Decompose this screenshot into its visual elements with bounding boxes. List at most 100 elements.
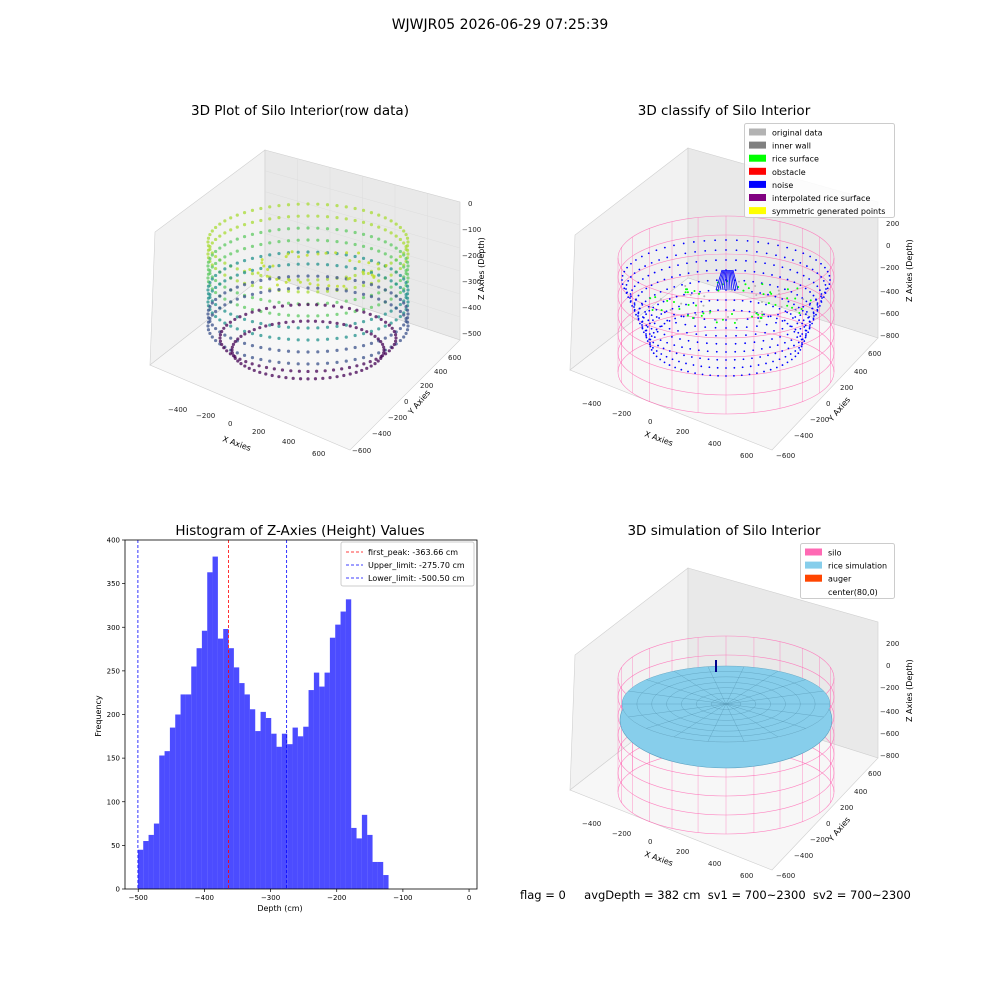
classify-noise-point xyxy=(790,339,793,341)
raw-point xyxy=(264,365,269,370)
raw-point xyxy=(323,303,327,307)
rice-surface-mesh xyxy=(646,679,727,705)
raw-point xyxy=(277,228,281,232)
classify-noise-point xyxy=(692,302,695,304)
raw-point xyxy=(389,255,393,259)
raw-point xyxy=(344,217,348,221)
histogram-xtick-label: −500 xyxy=(129,894,148,902)
classify-noise-point xyxy=(668,320,671,322)
classify-noise-point xyxy=(675,254,677,257)
raw-point xyxy=(235,267,239,271)
raw-point xyxy=(377,267,381,271)
classify-surface-point xyxy=(761,301,763,303)
raw-point xyxy=(250,331,255,336)
classify-surface-point xyxy=(659,298,662,301)
raw-point xyxy=(406,324,410,328)
raw-point xyxy=(220,342,224,347)
classify-noise-point xyxy=(775,254,777,257)
raw-point xyxy=(268,241,272,245)
classify-noise-point xyxy=(695,260,698,263)
raw-point xyxy=(242,305,247,309)
classify-noise-point xyxy=(645,313,648,316)
classify-noise-point xyxy=(659,358,662,361)
classify-noise-point xyxy=(763,370,765,373)
classify-legend-swatch xyxy=(749,207,766,215)
classify-noise-point xyxy=(797,331,800,334)
raw-point xyxy=(325,337,330,341)
classify-surface-point xyxy=(731,313,733,315)
raw-point xyxy=(353,254,357,259)
classify-noise-point xyxy=(779,276,781,278)
histogram-chart: −500 −400 −300 −200 −100 0 0 50 100 150 200 250 300… xyxy=(94,537,478,913)
raw-point xyxy=(357,260,361,264)
classify-xtick: −400 xyxy=(582,400,601,408)
histogram-xtick-label: −200 xyxy=(327,894,346,902)
raw-point xyxy=(218,294,222,298)
classify-obstacle-stroke xyxy=(719,269,725,291)
classify-noise-point xyxy=(658,317,660,319)
raw-xtick: 600 xyxy=(312,450,325,458)
classify-surface-point xyxy=(753,310,756,313)
classify-noise-point xyxy=(793,330,796,333)
raw-point xyxy=(214,326,218,331)
simulation-3d-plot: X Axies Y Axies Z Axies (Depth) −400 −20… xyxy=(569,567,914,880)
histogram-bar xyxy=(313,672,320,889)
classify-noise-point xyxy=(705,342,708,345)
classify-noise-point xyxy=(707,289,710,292)
raw-point xyxy=(235,213,239,217)
raw-point xyxy=(250,256,255,261)
raw-point xyxy=(228,320,232,324)
classify-noise-point xyxy=(735,326,738,329)
histogram-ytick-label: 200 xyxy=(107,711,120,719)
raw-point xyxy=(210,323,214,327)
classify-noise-point xyxy=(804,324,807,327)
raw-point xyxy=(369,235,374,239)
classify-noise-point xyxy=(647,252,650,255)
raw-point xyxy=(277,321,281,325)
raw-point xyxy=(369,317,374,321)
raw-point xyxy=(335,324,339,328)
histogram-xtick-label: −400 xyxy=(195,894,214,902)
raw-point xyxy=(264,306,269,311)
raw-xtick: 200 xyxy=(252,428,265,436)
raw-point xyxy=(286,325,291,329)
raw-point xyxy=(233,356,237,360)
raw-point xyxy=(206,240,210,244)
classify-noise-point xyxy=(794,249,797,252)
raw-point xyxy=(271,264,275,268)
raw-ylabel: Y Axies xyxy=(406,388,432,417)
classify-surface-point xyxy=(651,309,654,312)
classify-noise-point xyxy=(673,285,676,288)
classify-noise-point xyxy=(787,300,790,303)
classify-noise-point xyxy=(824,284,827,286)
raw-point xyxy=(398,273,402,278)
raw-point xyxy=(268,253,272,257)
raw-point xyxy=(223,231,227,235)
raw-point xyxy=(361,232,366,237)
raw-point xyxy=(214,309,218,314)
classify-noise-point xyxy=(740,374,743,377)
raw-point xyxy=(262,264,266,268)
raw-point xyxy=(335,288,339,292)
raw-point xyxy=(377,315,381,319)
raw-point xyxy=(355,308,359,312)
raw-point xyxy=(306,202,310,206)
classify-surface-point xyxy=(735,318,738,321)
raw-point xyxy=(238,357,242,361)
classify-noise-point xyxy=(704,326,707,329)
classify-noise-point xyxy=(789,268,792,271)
classify-noise-point xyxy=(804,329,807,332)
classify-surface-point xyxy=(702,304,705,307)
raw-point xyxy=(264,324,268,328)
raw-point xyxy=(259,321,263,326)
raw-ztick: −400 xyxy=(462,304,481,312)
simulation-legend-swatch xyxy=(805,548,822,556)
raw-point xyxy=(259,357,263,362)
classify-noise-point xyxy=(778,358,781,361)
raw-point xyxy=(277,375,281,379)
raw-point xyxy=(389,297,393,301)
classify-noise-point xyxy=(811,307,813,310)
classify-noise-point xyxy=(790,291,793,293)
raw-point xyxy=(214,314,218,319)
raw-point xyxy=(286,227,291,231)
